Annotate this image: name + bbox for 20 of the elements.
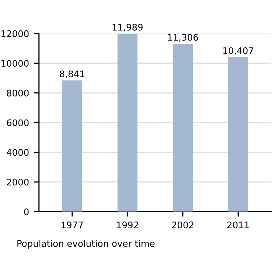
x-tick-label: 1977 xyxy=(62,222,84,229)
y-tick-label: 2000 xyxy=(7,178,29,186)
text: Population evolution over time xyxy=(18,240,155,249)
y-tick-label: 12000 xyxy=(2,30,29,38)
data-label: 10,407 xyxy=(224,47,254,56)
data-label: 8,841 xyxy=(60,70,84,78)
bar xyxy=(228,57,248,212)
y-tick-label: 10000 xyxy=(2,60,29,68)
bar xyxy=(62,80,82,212)
data-label: 11,989 xyxy=(112,24,143,32)
bar xyxy=(173,44,194,212)
y-tick-label: 6000 xyxy=(7,120,29,126)
y-tick-label: 0 xyxy=(24,208,29,216)
y-tick-label: 4000 xyxy=(6,149,29,156)
y-tick-label: 8000 xyxy=(7,90,29,97)
x-tick-label: 2002 xyxy=(172,222,194,229)
x-tick-label: 1992 xyxy=(117,222,138,229)
x-tick-label: 2011 xyxy=(228,222,250,229)
bar xyxy=(118,34,138,212)
data-label: 11,306 xyxy=(168,34,198,42)
